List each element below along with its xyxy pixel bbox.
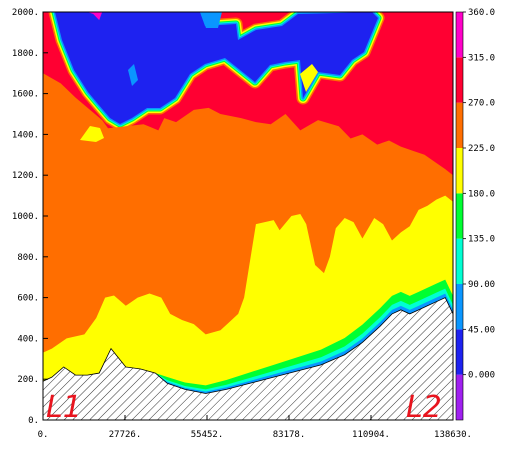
terrain [43,297,453,420]
colorbar-label: 0.000 [468,371,495,381]
colorbar-swatch [456,12,463,58]
x-tick-label: 83178. [273,430,306,440]
colorbar-frame [455,11,464,421]
colorbar-label: 45.00 [468,325,495,335]
colorbar: 0.000 45.00 90.00 135.0 180.0 225.0 270.0 315.0… [455,8,495,421]
y-tick-label: 0. [28,416,39,426]
colorbar-swatch [456,148,463,194]
y-tick-label: 2000. [12,8,39,18]
colorbar-swatch [456,329,463,375]
marker-l2: L2 [406,390,442,425]
colorbar-swatch [456,102,463,148]
colorbar-label: 270.0 [468,99,495,109]
y-tick-label: 800. [17,253,39,263]
terrain-hatch [43,297,453,420]
y-axis-ticks: 0. 200. 400. 600. 800. 1000. 1200. 1400. 1600. 18… [12,8,48,426]
contour-pocket-90 [200,12,222,28]
x-tick-label: 138630. [434,430,472,440]
contour-patch-225-a [80,126,104,142]
colorbar-swatch [456,193,463,239]
y-tick-label: 400. [17,334,39,344]
contour-patch-225-b [300,64,318,92]
contour-cap-360 [87,12,103,21]
x-tick-label: 0. [38,430,49,440]
x-tick-label: 110904. [352,430,390,440]
x-tick-label: 55452. [191,430,224,440]
colorbar-label: 180.0 [468,189,495,199]
colorbar-label: 360.0 [468,8,495,18]
colorbar-swatch [456,238,463,284]
colorbar-label: 135.0 [468,235,495,245]
colorbar-swatch [456,284,463,330]
colorbar-label: 225.0 [468,144,495,154]
marker-l1: L1 [46,390,82,425]
contour-blob-90 [128,64,138,86]
x-tick-label: 27726. [109,430,142,440]
y-tick-label: 1800. [12,49,39,59]
colorbar-label: 315.0 [468,53,495,63]
contour-band-45 [55,12,378,124]
x-axis-ticks: 0. 27726. 55452. 83178. 110904. 138630. [38,415,472,440]
y-tick-label: 1600. [12,90,39,100]
colorbar-swatch [456,374,463,420]
y-tick-label: 1200. [12,171,39,181]
y-tick-label: 600. [17,294,39,304]
y-tick-label: 1000. [12,212,39,222]
colorbar-swatch [456,57,463,103]
y-tick-label: 200. [17,375,39,385]
colorbar-label: 90.00 [468,280,495,290]
y-tick-label: 1400. [12,130,39,140]
